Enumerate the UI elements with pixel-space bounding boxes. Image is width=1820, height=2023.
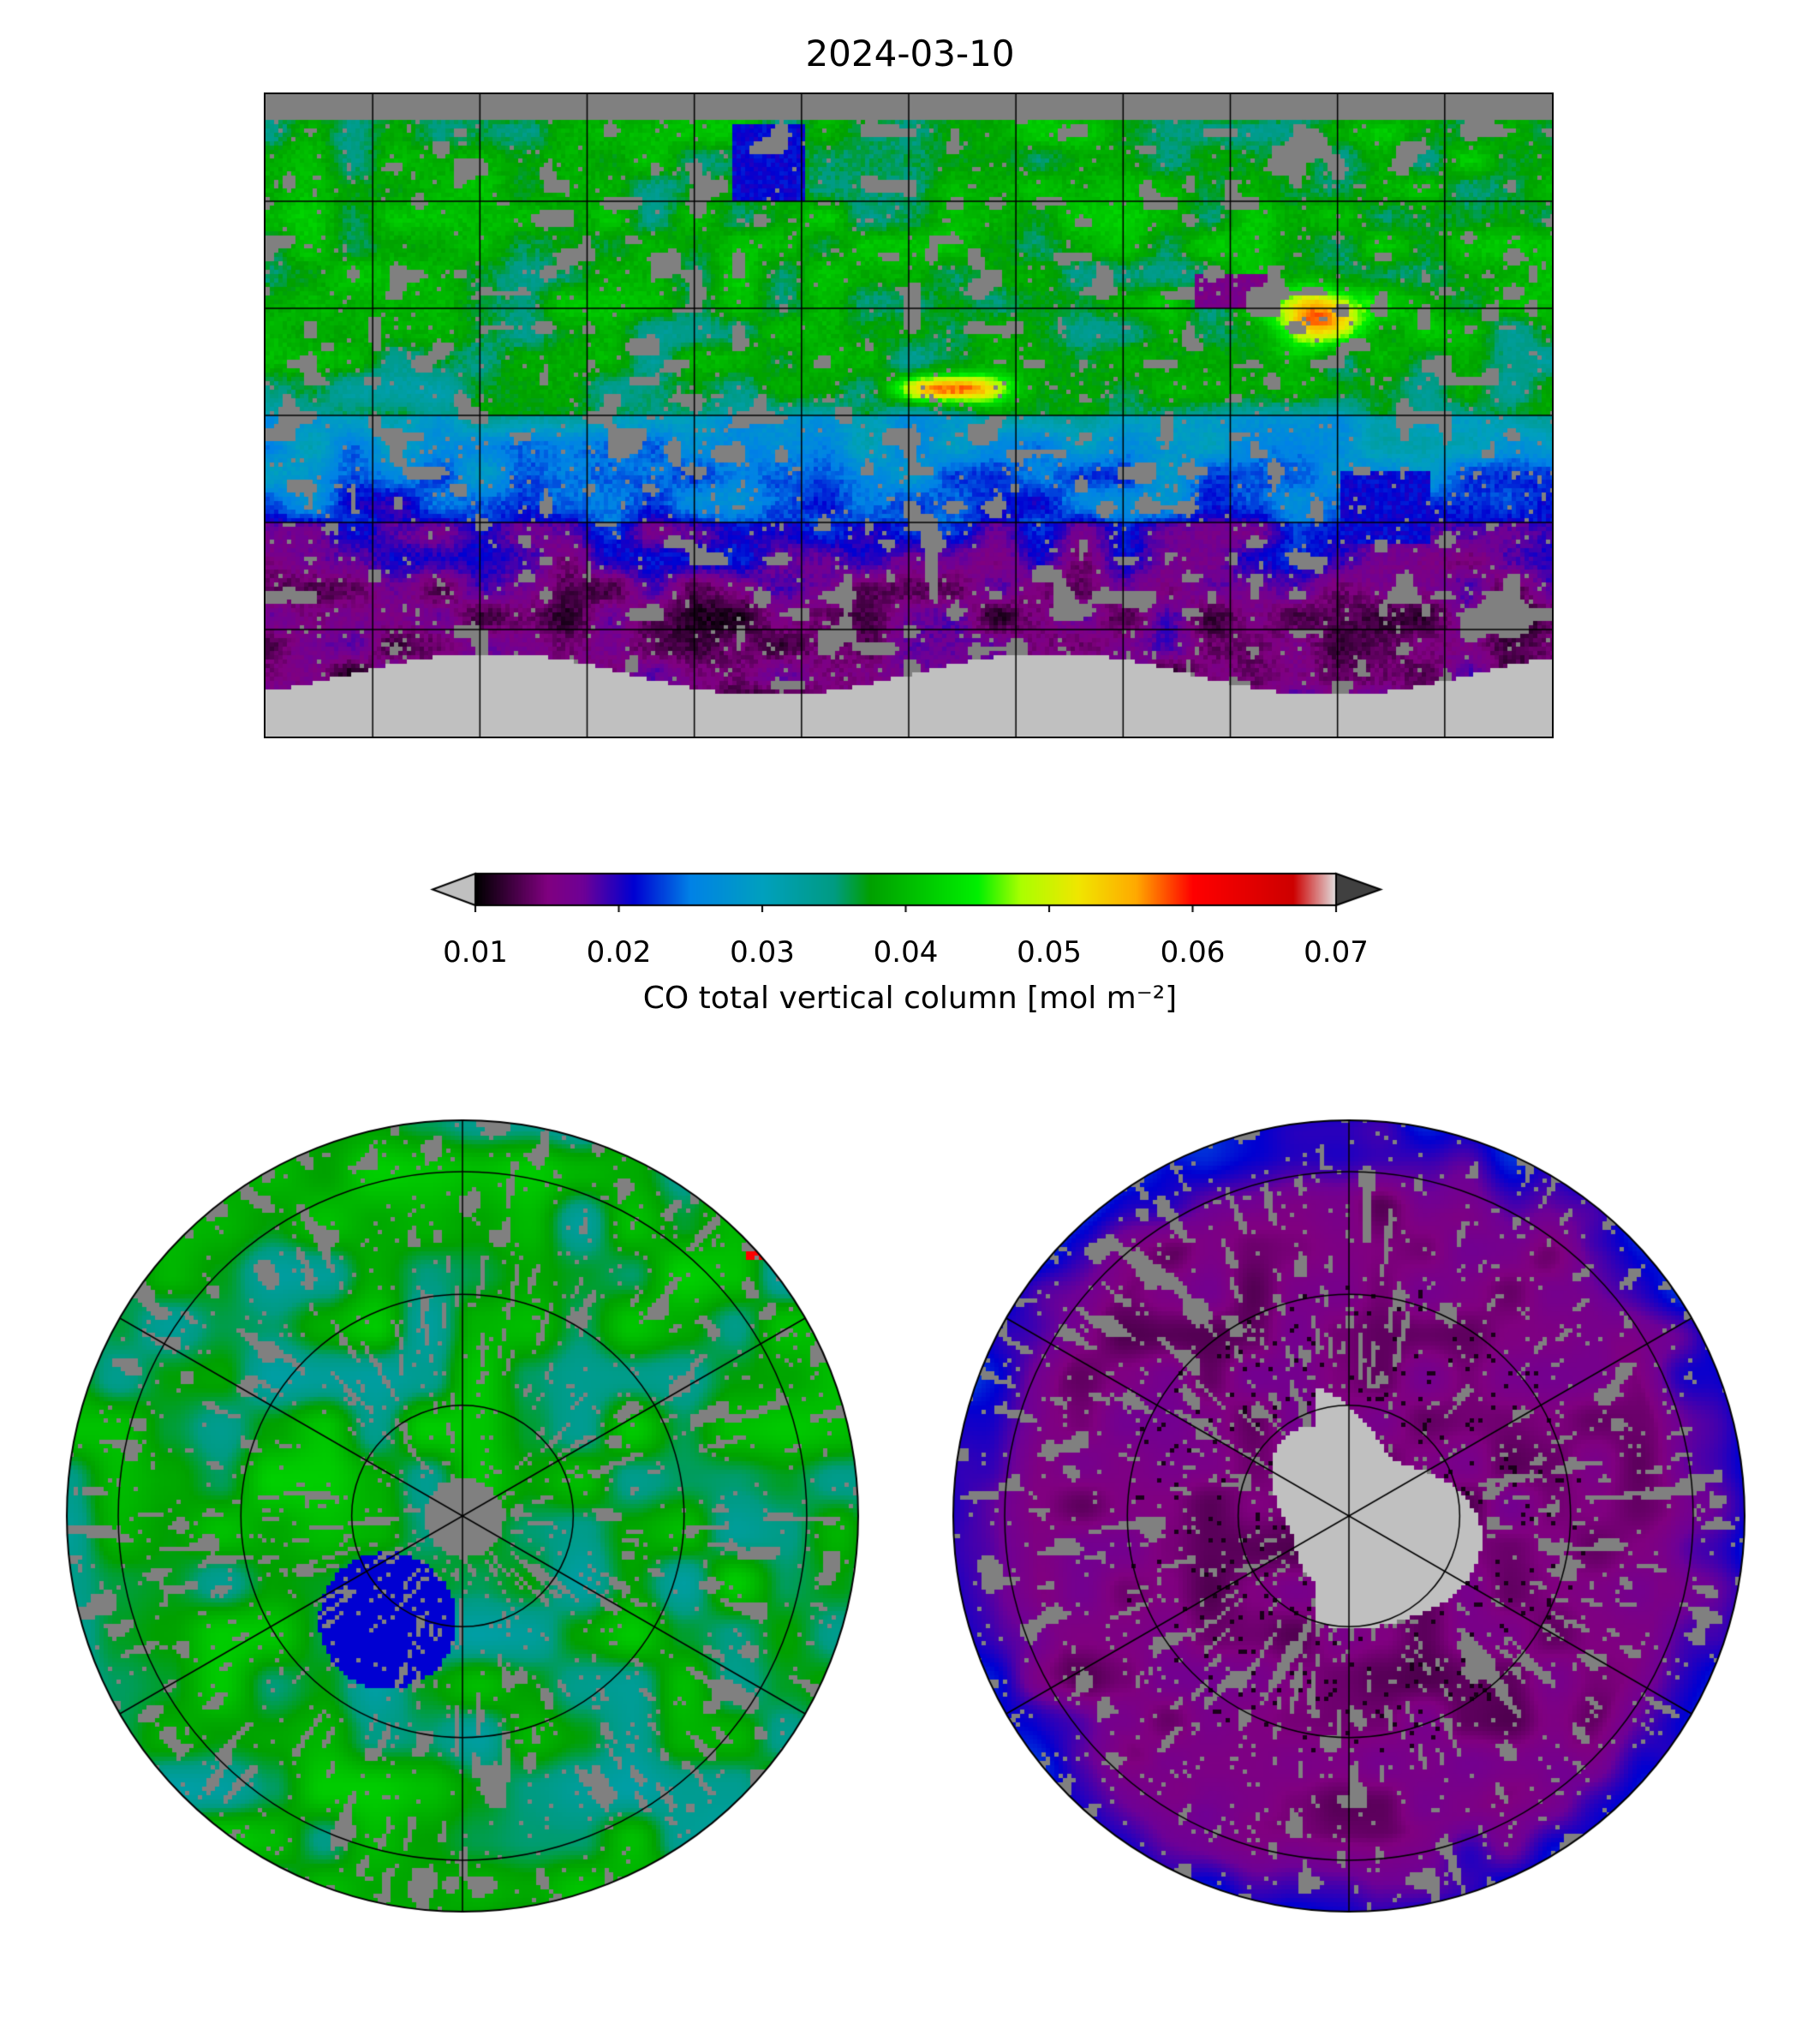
colorbar-label: CO total vertical column [mol m⁻²] [642,981,1178,1016]
colorbar-tick-label: 0.02 [586,935,652,970]
global-co-map [264,92,1554,738]
south-polar-map [952,1119,1746,1913]
colorbar-tick-label: 0.07 [1304,935,1369,970]
colorbar-tick-label: 0.06 [1160,935,1226,970]
north-polar-map [65,1119,860,1913]
colorbar [428,869,1387,912]
colorbar-tick-label: 0.05 [1017,935,1082,970]
colorbar-tick-label: 0.01 [443,935,508,970]
figure-title: 2024-03-10 [805,33,1015,75]
colorbar-tick-label: 0.04 [873,935,939,970]
colorbar-tick-label: 0.03 [730,935,795,970]
